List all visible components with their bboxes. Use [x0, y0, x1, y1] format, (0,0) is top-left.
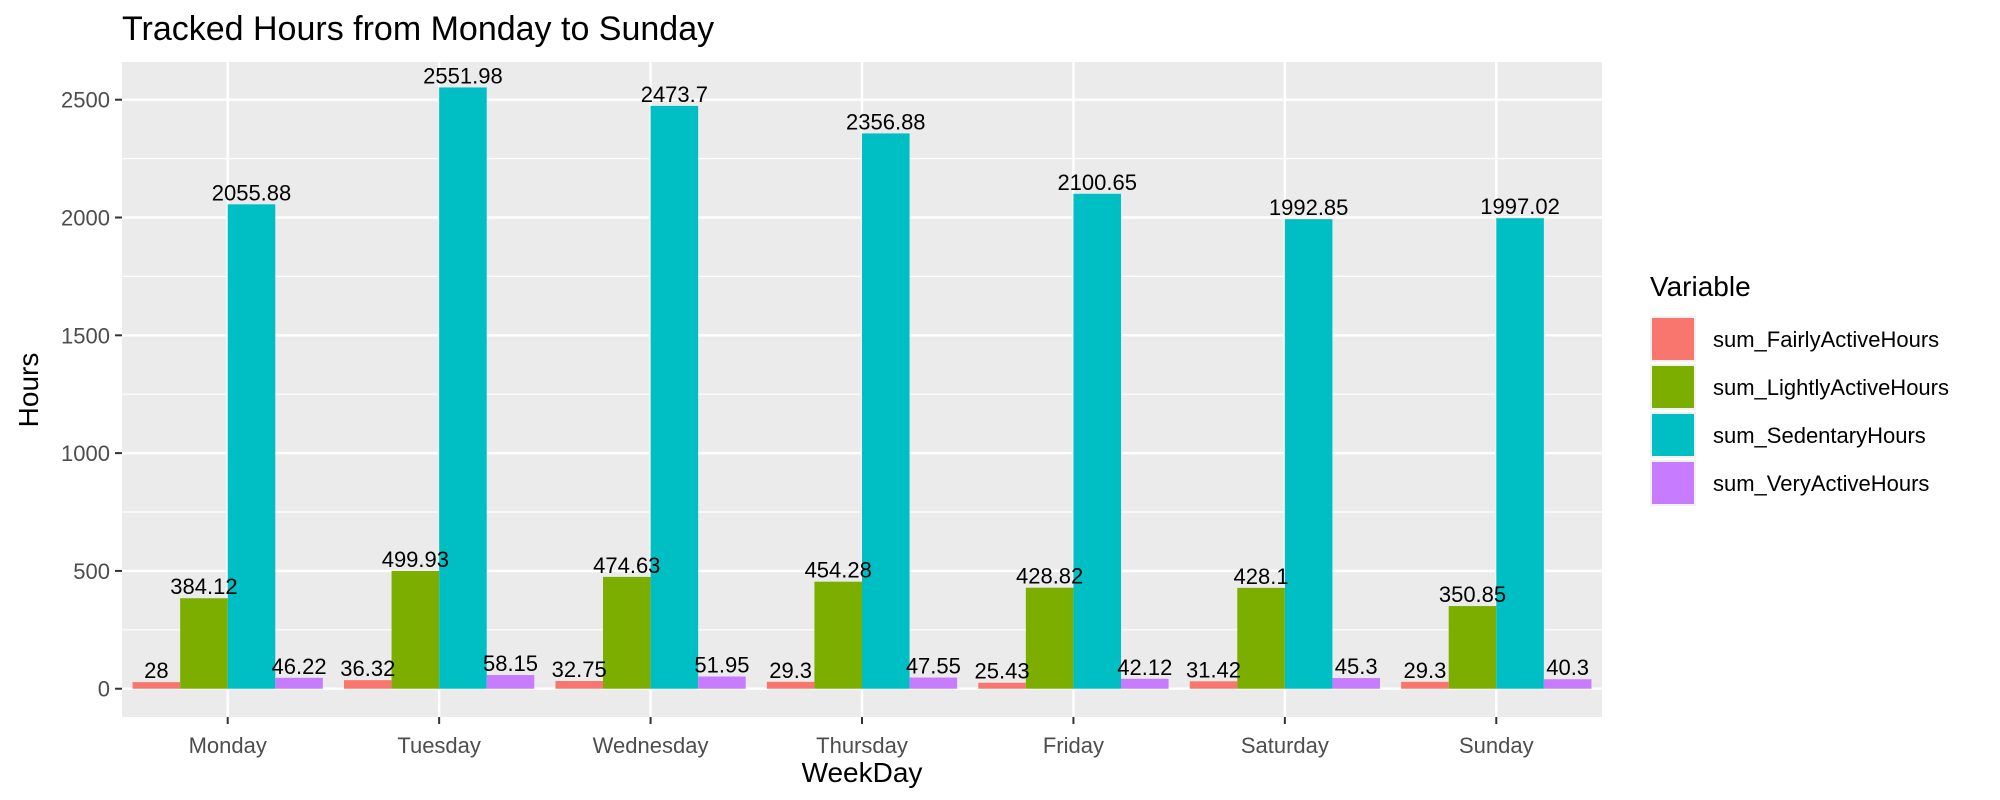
data-label: 46.22 [272, 654, 327, 679]
bar [1073, 193, 1121, 689]
legend-title: Variable [1650, 271, 1751, 302]
data-label: 2100.65 [1057, 170, 1137, 195]
bar [766, 681, 815, 689]
bar [1025, 587, 1074, 689]
legend-label: sum_VeryActiveHours [1713, 471, 1929, 496]
data-label: 2055.88 [212, 180, 292, 205]
legend: Variable sum_FairlyActiveHours sum_Lightl… [1650, 271, 1949, 506]
legend-label: sum_FairlyActiveHours [1713, 327, 1939, 352]
data-label: 29.3 [769, 658, 812, 683]
bars [132, 87, 1592, 689]
data-label: 25.43 [975, 659, 1030, 684]
legend-label: sum_SedentaryHours [1713, 423, 1926, 448]
y-tick-label: 500 [73, 559, 110, 584]
data-label: 384.12 [170, 574, 237, 599]
bar [227, 204, 276, 689]
data-label: 45.3 [1335, 654, 1378, 679]
chart-title: Tracked Hours from Monday to Sunday [122, 10, 714, 48]
data-label: 28 [144, 658, 168, 683]
legend-key [1652, 462, 1694, 504]
legend-key [1652, 366, 1694, 408]
bar [1189, 681, 1238, 689]
bar [698, 676, 746, 689]
x-tick-label: Monday [189, 733, 267, 758]
x-tick-label: Thursday [816, 733, 908, 758]
legend-label: sum_LightlyActiveHours [1713, 375, 1949, 400]
bar [555, 681, 603, 689]
x-tick-label: Tuesday [397, 733, 481, 758]
x-tick-label: Friday [1043, 733, 1104, 758]
y-tick-label: 2000 [61, 206, 110, 231]
y-tick-label: 2500 [61, 88, 110, 113]
bar [603, 576, 651, 689]
y-tick-label: 0 [98, 677, 110, 702]
bar [391, 570, 440, 689]
x-axis-title: WeekDay [802, 757, 923, 788]
data-label: 428.82 [1016, 564, 1083, 589]
y-axis-title: Hours [13, 353, 44, 428]
data-label: 40.3 [1546, 655, 1589, 680]
bar [1284, 219, 1333, 689]
bar [1543, 679, 1592, 689]
bar [814, 581, 862, 689]
bar [486, 675, 535, 689]
bar [275, 677, 323, 689]
bar [1496, 218, 1544, 689]
bar [1448, 606, 1497, 689]
bar [978, 682, 1026, 689]
x-tick-label: Wednesday [593, 733, 709, 758]
bar [650, 105, 699, 689]
data-label: 29.3 [1404, 658, 1447, 683]
data-label: 454.28 [805, 558, 872, 583]
bar [862, 133, 910, 689]
bar [439, 87, 487, 689]
bar [1237, 587, 1285, 689]
data-label: 474.63 [593, 553, 660, 578]
bar [180, 598, 228, 689]
data-label: 42.12 [1117, 655, 1172, 680]
data-label: 36.32 [340, 656, 395, 681]
data-label: 47.55 [906, 654, 961, 679]
data-label: 499.93 [382, 547, 449, 572]
data-label: 32.75 [552, 657, 607, 682]
data-label: 1992.85 [1269, 195, 1349, 220]
data-label: 2551.98 [423, 63, 503, 88]
data-label: 2356.88 [846, 109, 926, 134]
data-label: 2473.7 [641, 82, 708, 107]
bar [132, 682, 181, 689]
bar [344, 680, 392, 689]
x-axis: Monday Tuesday Wednesday Thursday Friday Satu… [189, 717, 1534, 758]
data-labels: 28 36.32 32.75 29.3 25.43 31.42 29.3 384.12 499.… [144, 63, 1589, 683]
x-tick-label: Saturday [1241, 733, 1329, 758]
data-label: 31.42 [1186, 657, 1241, 682]
data-label: 51.95 [694, 652, 749, 677]
bar [1401, 681, 1449, 689]
data-label: 58.15 [483, 651, 538, 676]
data-label: 1997.02 [1480, 194, 1560, 219]
data-label: 350.85 [1439, 582, 1506, 607]
bar [1121, 678, 1169, 689]
x-tick-label: Sunday [1459, 733, 1534, 758]
bar [1332, 678, 1380, 689]
bar [909, 677, 958, 689]
data-label: 428.1 [1234, 564, 1289, 589]
y-axis: 0 500 1000 1500 2000 2500 [61, 88, 122, 702]
legend-key [1652, 318, 1694, 360]
legend-key [1652, 414, 1694, 456]
y-tick-label: 1500 [61, 323, 110, 348]
y-tick-label: 1000 [61, 441, 110, 466]
